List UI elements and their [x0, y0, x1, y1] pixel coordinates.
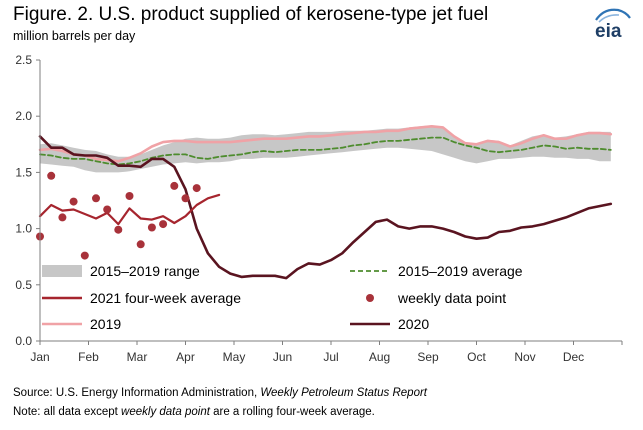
weekly-data-point — [147, 223, 156, 232]
note-suffix: are a rolling four-week average. — [209, 406, 375, 418]
footnote: Note: all data except weekly data point … — [13, 405, 375, 419]
legend-item-range: 2015–2019 range — [42, 263, 200, 279]
weekly-data-point — [181, 194, 190, 203]
legend-item-average: 2015–2019 average — [350, 263, 523, 279]
legend-swatch — [42, 265, 82, 277]
legend-item-points: weekly data point — [366, 290, 506, 306]
legend-item-y2020: 2020 — [350, 316, 429, 332]
legend-label: 2020 — [398, 316, 429, 332]
y-tick-label: 2.5 — [15, 53, 32, 67]
note-emphasis: weekly data point — [121, 406, 210, 418]
x-tick-label: Oct — [467, 350, 486, 364]
legend-label: weekly data point — [397, 290, 506, 306]
series-line-2015-2019-average — [39, 136, 612, 166]
weekly-data-point — [92, 194, 100, 203]
x-tick-label: Sep — [417, 350, 439, 364]
x-tick-label: Jun — [273, 350, 292, 364]
y-tick-label: 1.0 — [15, 222, 32, 236]
weekly-data-point — [136, 240, 145, 249]
y-axis-unit-label: million barrels per day — [13, 29, 136, 43]
axes-group: 0.0 0.5 1.0 1.5 2.0 2.5 Jan Feb Mar Apr May Jun Jul A… — [15, 53, 623, 364]
x-tick-label: Feb — [78, 350, 99, 364]
chart-title: Figure. 2. U.S. product supplied of kero… — [13, 4, 489, 25]
series-group — [36, 125, 613, 280]
source-prefix: Source: U.S. Energy Information Administ… — [13, 387, 261, 399]
y-tick-label: 2.0 — [15, 109, 32, 123]
y-tick-label: 1.5 — [15, 165, 32, 179]
legend-item-y2019: 2019 — [42, 316, 121, 332]
series-line-2020 — [38, 135, 613, 280]
x-tick-label: Mar — [127, 350, 148, 364]
source-note: Source: U.S. Energy Information Administ… — [13, 386, 427, 400]
x-tick-label: Nov — [514, 350, 535, 364]
x-tick-label: Apr — [176, 350, 195, 364]
x-tick-label: Jul — [323, 350, 338, 364]
weekly-data-point — [80, 251, 89, 260]
weekly-data-point — [192, 184, 201, 193]
legend-label: 2015–2019 average — [398, 263, 523, 279]
weekly-data-point — [125, 192, 134, 200]
legend: 2015–2019 range 2015–2019 average 2021 fou… — [42, 263, 523, 332]
note-prefix: Note: all data except — [13, 406, 122, 418]
weekly-data-point — [170, 181, 179, 190]
x-tick-label: Dec — [563, 350, 584, 364]
weekly-data-point — [103, 205, 112, 214]
weekly-data-point — [159, 220, 168, 229]
legend-swatch — [366, 294, 374, 302]
legend-item-avg2021: 2021 four-week average — [42, 290, 241, 306]
x-tick-label: May — [223, 350, 246, 364]
y-tick-label: 0.0 — [15, 334, 32, 348]
y-tick-label: 0.5 — [15, 278, 32, 292]
series-line-2019 — [38, 125, 613, 163]
series-line-2021-four-week-average — [38, 193, 221, 226]
legend-label: 2019 — [90, 316, 121, 332]
x-tick-label: Jan — [30, 350, 49, 364]
weekly-data-point — [69, 197, 78, 206]
legend-label: 2015–2019 range — [90, 263, 200, 279]
eia-logo: eia — [595, 8, 631, 42]
weekly-data-point — [114, 225, 123, 234]
weekly-data-point — [58, 213, 67, 222]
logo-text: eia — [595, 21, 622, 42]
weekly-data-point — [47, 171, 56, 180]
source-report: Weekly Petroleum Status Report — [260, 387, 427, 399]
legend-label: 2021 four-week average — [90, 290, 241, 306]
x-tick-label: Aug — [369, 350, 390, 364]
